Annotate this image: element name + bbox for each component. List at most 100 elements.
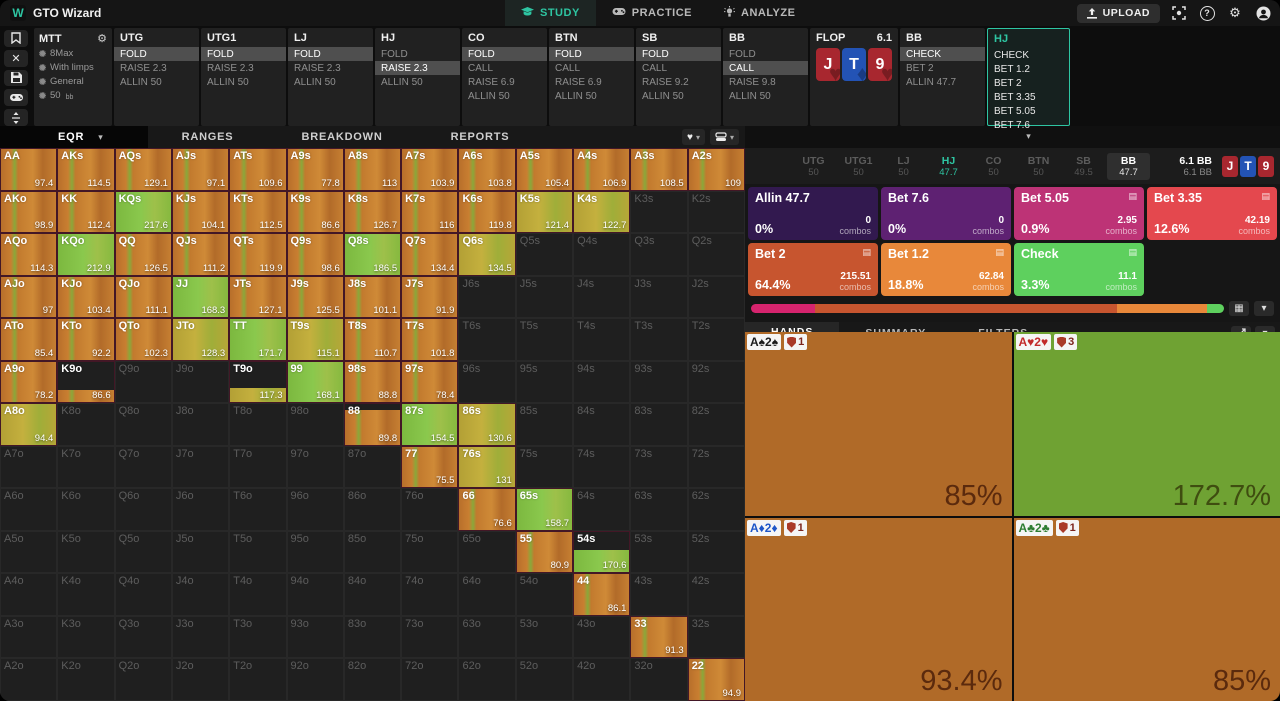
matrix-cell-T7o[interactable]: T7o [229, 445, 287, 489]
matrix-cell-A5o[interactable]: A5o [0, 530, 58, 574]
matrix-cell-T6s[interactable]: T6s [458, 318, 516, 361]
matrix-cell-J3o[interactable]: J3o [171, 615, 230, 659]
action-option-allin-50[interactable]: ALLIN 50 [555, 90, 597, 102]
matrix-cell-AA[interactable]: AA 97.4 [0, 148, 58, 191]
hand-panel-0[interactable]: A ♠ 2 ♠ 1 85% [745, 332, 1012, 516]
action-option-bet-7-6[interactable]: BET 7.6 [994, 119, 1030, 131]
matrix-cell-QJs[interactable]: QJs 111.2 [171, 233, 230, 276]
matrix-cell-63o[interactable]: 63o [458, 615, 516, 659]
position-sb[interactable]: SB 49.5 [1062, 153, 1105, 180]
matrix-cell-QQ[interactable]: QQ 126.5 [114, 233, 172, 276]
matrix-cell-86o[interactable]: 86o [343, 488, 402, 531]
matrix-cell-A4o[interactable]: A4o [0, 573, 58, 616]
matrix-cell-93o[interactable]: 93o [286, 615, 344, 659]
setting-item-1[interactable]: With limps [39, 62, 107, 73]
matrix-cell-A7s[interactable]: A7s 103.9 [401, 148, 459, 191]
matrix-cell-Q6s[interactable]: Q6s 134.5 [458, 233, 516, 276]
matrix-cell-T3o[interactable]: T3o [229, 615, 287, 659]
view-tab-reports[interactable]: REPORTS [417, 126, 544, 148]
matrix-cell-Q8s[interactable]: Q8s 186.5 [343, 233, 402, 276]
action-option-allin-47-7[interactable]: ALLIN 47.7 [906, 76, 957, 88]
matrix-cell-Q5s[interactable]: Q5s [515, 233, 574, 276]
matrix-cell-T8o[interactable]: T8o [229, 403, 287, 446]
matrix-cell-TT[interactable]: TT 171.7 [229, 318, 287, 361]
matrix-cell-Q7s[interactable]: Q7s 134.4 [401, 233, 459, 276]
matrix-cell-T7s[interactable]: T7s 101.8 [401, 318, 459, 361]
matrix-cell-T9o[interactable]: T9o 117.3 [229, 360, 287, 404]
action-option-allin-50[interactable]: ALLIN 50 [468, 90, 510, 102]
action-option-fold[interactable]: FOLD [201, 47, 286, 61]
chevron-down-icon[interactable]: ▾ [1026, 131, 1031, 141]
matrix-cell-J9s[interactable]: J9s 125.5 [286, 275, 344, 319]
action-option-raise-2-3[interactable]: RAISE 2.3 [207, 62, 254, 74]
display-mode-button[interactable]: ▾ [709, 129, 739, 145]
action-option-call[interactable]: CALL [642, 62, 668, 74]
matrix-cell-33[interactable]: 33 91.3 [630, 615, 688, 659]
solution-settings-gear-icon[interactable]: ⚙ [97, 33, 107, 45]
matrix-cell-74s[interactable]: 74s [573, 445, 631, 489]
matrix-cell-Q3o[interactable]: Q3o [114, 615, 172, 659]
matrix-cell-44[interactable]: 44 86.1 [573, 573, 631, 616]
matrix-cell-T2s[interactable]: T2s [687, 318, 745, 361]
matrix-cell-84s[interactable]: 84s [573, 403, 631, 446]
split-view-icon[interactable] [4, 109, 28, 126]
action-option-raise-2-3[interactable]: RAISE 2.3 [375, 61, 460, 75]
matrix-cell-Q9o[interactable]: Q9o [114, 360, 172, 404]
action-option-bet-1-2[interactable]: BET 1.2 [994, 63, 1030, 75]
action-option-fold[interactable]: FOLD [462, 47, 547, 61]
matrix-cell-A2o[interactable]: A2o [0, 658, 58, 701]
matrix-cell-54s[interactable]: 54s 170.6 [573, 530, 631, 574]
matrix-cell-Q2o[interactable]: Q2o [114, 658, 172, 701]
matrix-cell-62s[interactable]: 62s [687, 488, 745, 531]
setting-item-3[interactable]: 50 bb [39, 90, 107, 101]
matrix-cell-T8s[interactable]: T8s 110.7 [343, 318, 402, 361]
matrix-cell-K3o[interactable]: K3o [57, 615, 115, 659]
matrix-cell-J9o[interactable]: J9o [171, 360, 230, 404]
matrix-cell-63s[interactable]: 63s [630, 488, 688, 531]
matrix-cell-52o[interactable]: 52o [515, 658, 574, 701]
matrix-cell-97o[interactable]: 97o [286, 445, 344, 489]
matrix-cell-KJo[interactable]: KJo 103.4 [57, 275, 115, 319]
practice-gamepad-icon[interactable] [4, 89, 28, 107]
matrix-cell-75o[interactable]: 75o [401, 530, 459, 574]
position-utg1[interactable]: UTG1 50 [837, 153, 880, 180]
matrix-cell-74o[interactable]: 74o [401, 573, 459, 616]
matrix-cell-K4s[interactable]: K4s 122.7 [573, 190, 631, 234]
matrix-cell-32s[interactable]: 32s [687, 615, 745, 659]
matrix-cell-87o[interactable]: 87o [343, 445, 402, 489]
action-option-call[interactable]: CALL [723, 61, 808, 75]
hand-panel-1[interactable]: A ♥ 2 ♥ 3 172.7% [1013, 332, 1280, 516]
matrix-cell-T5o[interactable]: T5o [229, 530, 287, 574]
matrix-cell-A7o[interactable]: A7o [0, 445, 58, 489]
matrix-cell-52s[interactable]: 52s [687, 530, 745, 574]
matrix-cell-JJ[interactable]: JJ 168.3 [171, 275, 230, 319]
action-option-allin-50[interactable]: ALLIN 50 [120, 76, 162, 88]
matrix-cell-82s[interactable]: 82s [687, 403, 745, 446]
matrix-cell-K7o[interactable]: K7o [57, 445, 115, 489]
matrix-cell-72o[interactable]: 72o [401, 658, 459, 701]
settings-gear-icon[interactable]: ⚙ [1229, 5, 1241, 20]
matrix-cell-JTo[interactable]: JTo 128.3 [171, 318, 230, 361]
matrix-cell-88[interactable]: 88 89.8 [343, 403, 402, 446]
matrix-cell-K6o[interactable]: K6o [57, 488, 115, 531]
help-icon[interactable]: ? [1198, 4, 1216, 22]
action-button-bet-2[interactable]: Bet 2 ▤ 64.4% 215.51 combos [748, 243, 878, 296]
matrix-cell-87s[interactable]: 87s 154.5 [401, 403, 459, 446]
matrix-cell-T6o[interactable]: T6o [229, 488, 287, 531]
matrix-cell-73o[interactable]: 73o [401, 615, 459, 659]
matrix-cell-AJo[interactable]: AJo 97 [0, 275, 58, 319]
matrix-cell-J6o[interactable]: J6o [171, 488, 230, 531]
action-option-fold[interactable]: FOLD [549, 47, 634, 61]
action-option-fold[interactable]: FOLD [288, 47, 373, 61]
matrix-cell-96s[interactable]: 96s [458, 360, 516, 404]
matrix-cell-Q8o[interactable]: Q8o [114, 403, 172, 446]
matrix-cell-AKo[interactable]: AKo 98.9 [0, 190, 58, 234]
matrix-cell-95s[interactable]: 95s [515, 360, 574, 404]
matrix-cell-ATo[interactable]: ATo 85.4 [0, 318, 58, 361]
matrix-cell-T4s[interactable]: T4s [573, 318, 631, 361]
matrix-cell-J3s[interactable]: J3s [630, 275, 688, 319]
matrix-cell-KTo[interactable]: KTo 92.2 [57, 318, 115, 361]
matrix-cell-J7o[interactable]: J7o [171, 445, 230, 489]
close-icon[interactable]: ✕ [4, 49, 28, 67]
matrix-cell-Q3s[interactable]: Q3s [630, 233, 688, 276]
